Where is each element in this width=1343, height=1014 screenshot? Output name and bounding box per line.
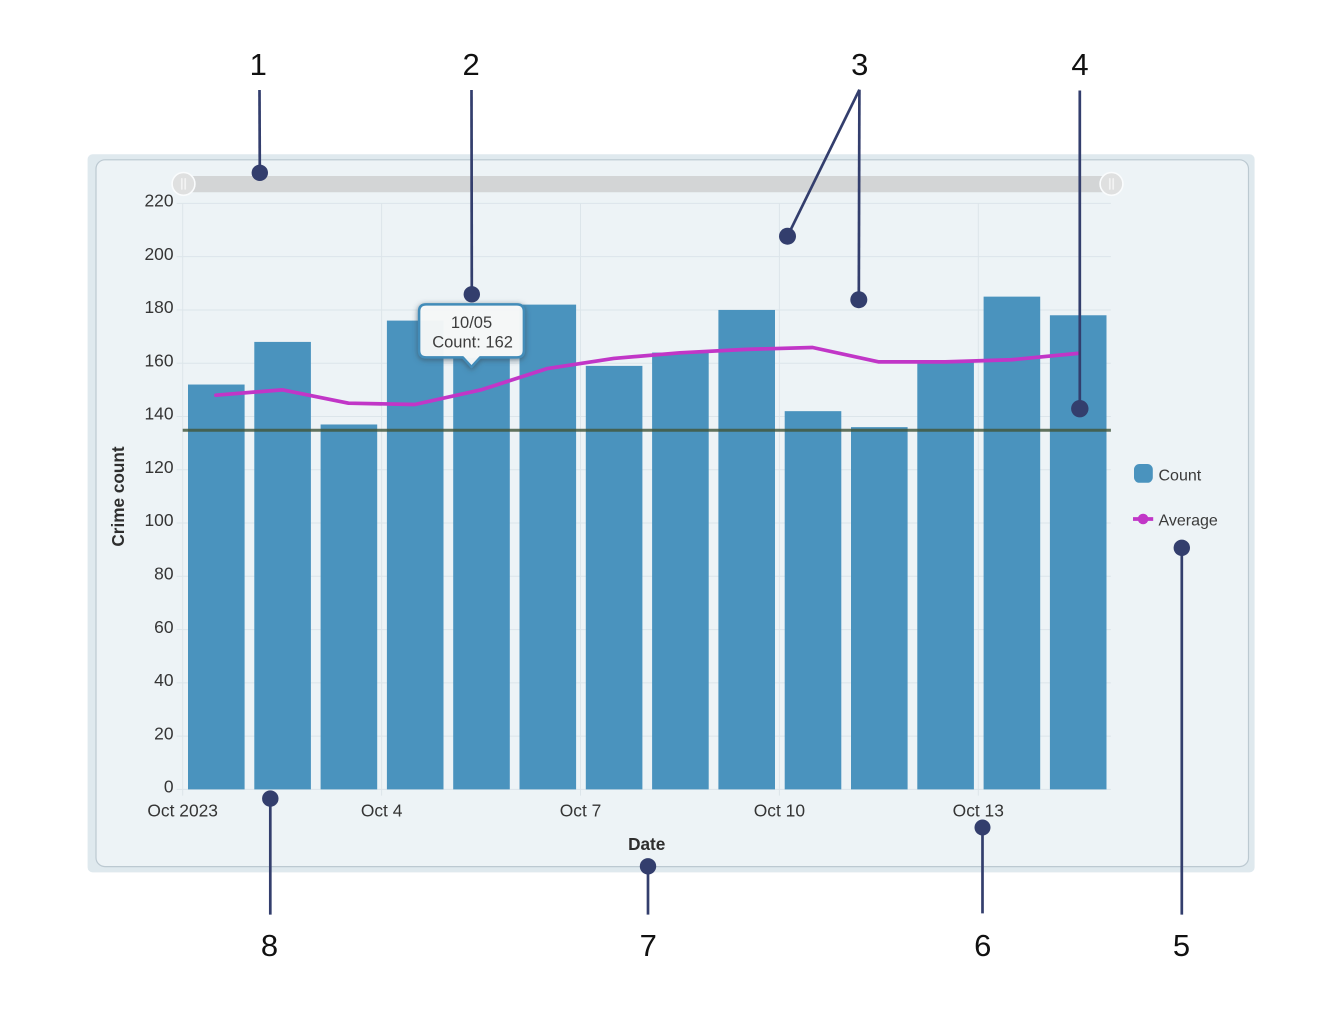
svg-text:2: 2 (462, 47, 479, 82)
svg-text:8: 8 (261, 928, 278, 963)
svg-text:40: 40 (154, 670, 173, 690)
svg-text:10/05: 10/05 (451, 314, 492, 332)
svg-text:4: 4 (1071, 47, 1088, 82)
svg-text:Oct 7: Oct 7 (560, 801, 602, 821)
svg-text:Average: Average (1159, 512, 1218, 529)
svg-text:Crime count: Crime count (108, 446, 128, 547)
svg-text:60: 60 (154, 617, 173, 637)
svg-text:200: 200 (144, 244, 173, 264)
svg-text:20: 20 (154, 723, 173, 743)
svg-text:0: 0 (164, 777, 174, 797)
svg-text:80: 80 (154, 564, 173, 584)
svg-text:160: 160 (144, 350, 173, 370)
svg-text:140: 140 (144, 404, 173, 424)
svg-text:7: 7 (640, 928, 657, 963)
svg-text:Date: Date (628, 834, 665, 854)
svg-text:220: 220 (144, 191, 173, 211)
svg-text:120: 120 (144, 457, 173, 477)
svg-text:6: 6 (974, 928, 991, 963)
svg-text:5: 5 (1173, 928, 1190, 963)
svg-text:Count: Count (1159, 467, 1202, 484)
svg-text:3: 3 (851, 47, 868, 82)
svg-text:180: 180 (144, 297, 173, 317)
svg-text:100: 100 (144, 510, 173, 530)
svg-text:Count: 162: Count: 162 (432, 333, 513, 351)
svg-text:Oct 2023: Oct 2023 (147, 801, 218, 821)
svg-text:Oct 13: Oct 13 (953, 801, 1004, 821)
svg-text:1: 1 (250, 47, 267, 82)
svg-text:Oct 4: Oct 4 (361, 801, 403, 821)
svg-text:Oct 10: Oct 10 (754, 801, 805, 821)
